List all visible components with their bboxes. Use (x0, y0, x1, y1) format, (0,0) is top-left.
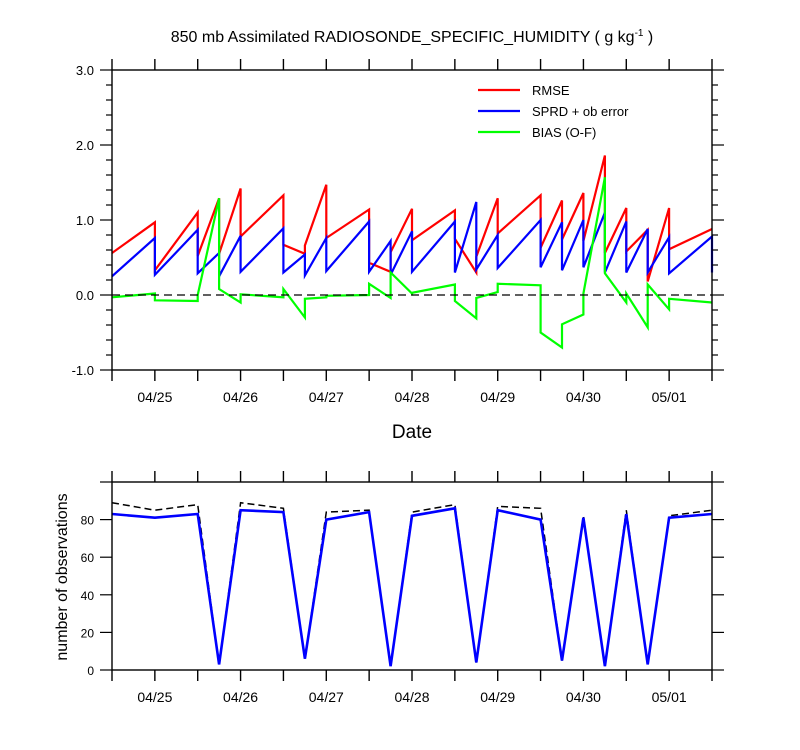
x-tick-label: 04/30 (566, 689, 601, 705)
legend: RMSE SPRD + ob error BIAS (O-F) (478, 83, 629, 140)
legend-label: SPRD + ob error (532, 104, 629, 119)
bottom-plot-frame (111, 481, 713, 671)
y-tick-label: 0 (87, 664, 94, 678)
x-tick-label: 04/29 (480, 689, 515, 705)
title-superscript: -1 (635, 28, 644, 39)
x-tick-label: 04/27 (309, 689, 344, 705)
y-tick-label: 3.0 (76, 63, 94, 78)
x-tick-label: 04/25 (137, 689, 172, 705)
x-tick-label: 05/01 (652, 389, 687, 405)
bottom-series-group (111, 501, 713, 667)
top-series-sprd-ob-error (111, 201, 714, 280)
y-tick-label: 40 (81, 589, 95, 603)
y-tick-label: 1.0 (76, 213, 94, 228)
legend-label: BIAS (O-F) (532, 125, 596, 140)
x-tick-label: 04/28 (394, 689, 429, 705)
x-tick-label: 05/01 (652, 689, 687, 705)
legend-label: RMSE (532, 83, 570, 98)
x-tick-label: 04/25 (137, 389, 172, 405)
bottom-axes-group: 04/25 04/26 04/27 04/28 04/29 04/30 05/01 0 20 40… (81, 471, 724, 705)
bottom-series-used (111, 506, 713, 667)
bottom-plot-panel: 04/25 04/26 04/27 04/28 04/29 04/30 05/01 0 20 40… (81, 471, 724, 705)
top-axes-group: 04/25 04/26 04/27 04/28 04/29 04/30 05/01 3.0 2.… (72, 59, 724, 405)
top-plot-panel: 04/25 04/26 04/27 04/28 04/29 04/30 05/01 3.0 2.… (72, 59, 724, 405)
y-axis-label-observations: number of observations (54, 493, 71, 660)
y-tick-label: 80 (81, 514, 95, 528)
top-series-rmse (111, 155, 713, 282)
x-tick-label: 04/26 (223, 689, 258, 705)
y-tick-label: 0.0 (76, 288, 94, 303)
top-series-bias-o-f (111, 177, 713, 350)
x-tick-label: 04/26 (223, 389, 258, 405)
x-axis-label: Date (392, 422, 432, 443)
chart-title: 850 mb Assimilated RADIOSONDE_SPECIFIC_H… (171, 28, 654, 46)
y-tick-label: 2.0 (76, 138, 94, 153)
y-tick-label: 20 (81, 626, 95, 640)
title-end: ) (643, 29, 653, 46)
x-tick-label: 04/27 (309, 389, 344, 405)
x-tick-label: 04/29 (480, 389, 515, 405)
y-tick-label: -1.0 (72, 363, 94, 378)
x-tick-label: 04/28 (394, 389, 429, 405)
bottom-series-possible (111, 501, 713, 667)
top-series-group (111, 155, 714, 350)
x-tick-label: 04/30 (566, 389, 601, 405)
y-tick-label: 60 (81, 551, 95, 565)
